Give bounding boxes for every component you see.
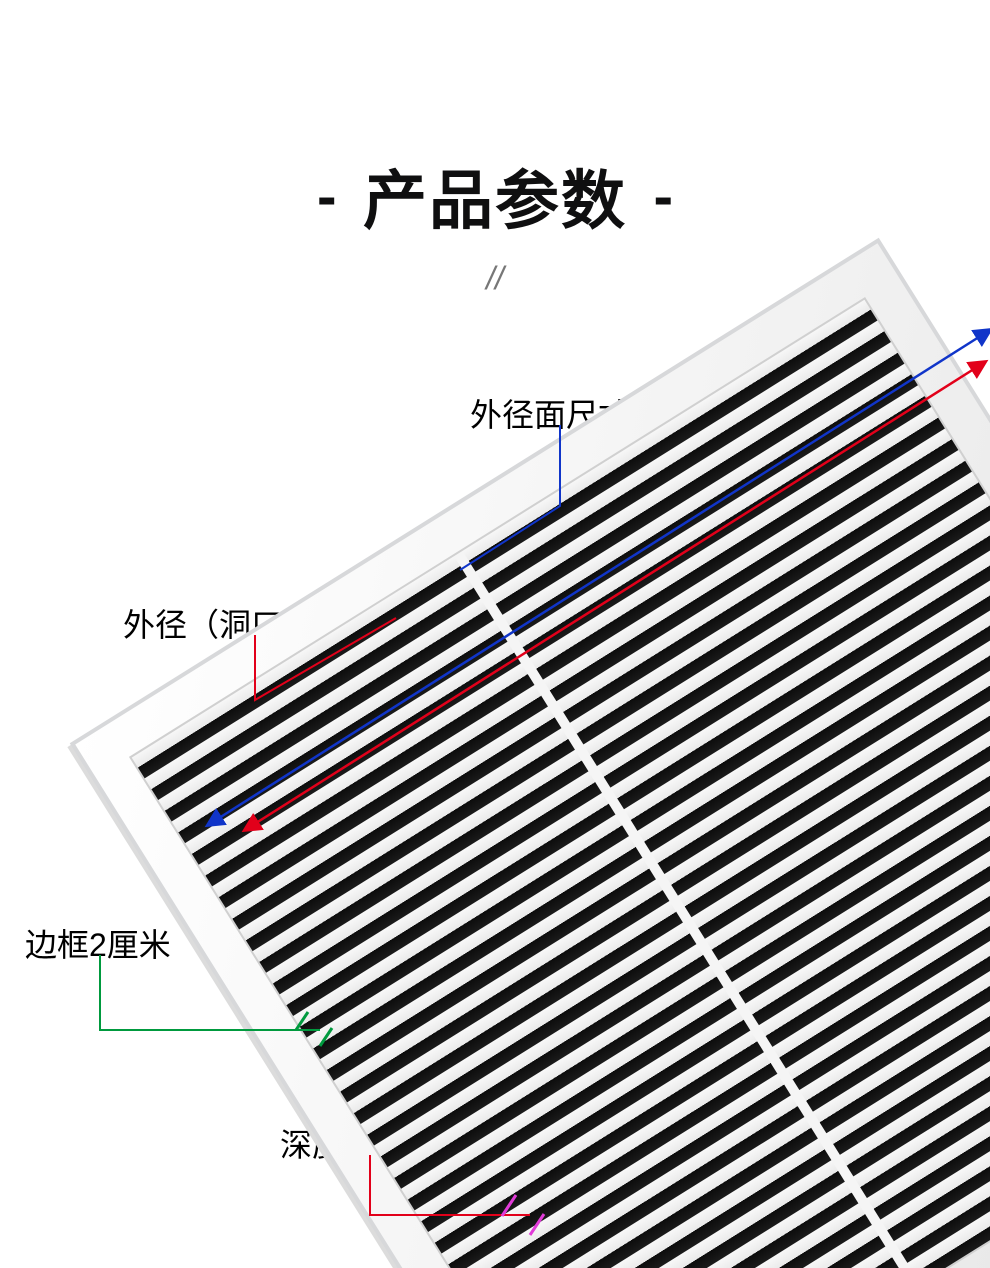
product-render xyxy=(67,240,990,1268)
product-diagram xyxy=(0,0,990,1268)
